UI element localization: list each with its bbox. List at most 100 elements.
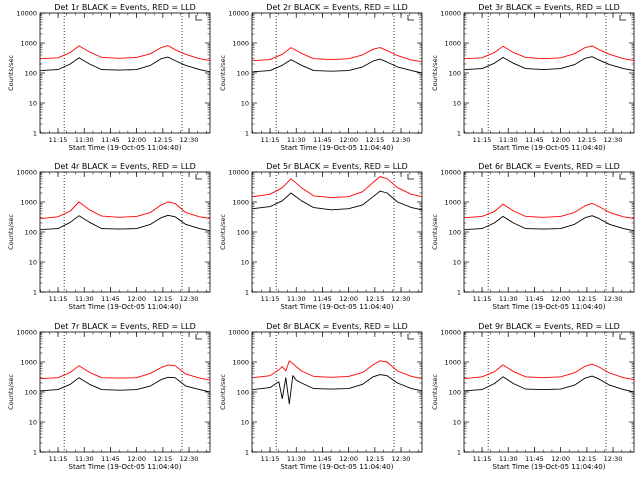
y-tick-label: 1 bbox=[457, 289, 461, 297]
legend-marker-icon bbox=[195, 15, 202, 21]
x-tick-label: 12:00 bbox=[339, 295, 358, 303]
x-tick-label: 11:15 bbox=[49, 455, 68, 463]
legend-marker-icon bbox=[407, 334, 414, 340]
y-tick-label: 1000 bbox=[20, 199, 37, 207]
x-tick-label: 11:45 bbox=[101, 136, 120, 144]
x-tick-label: 11:45 bbox=[313, 295, 332, 303]
x-tick-label: 12:30 bbox=[392, 455, 411, 463]
chart-title: Det 4r BLACK = Events, RED = LLD bbox=[54, 162, 196, 171]
y-tick-label: 10 bbox=[29, 419, 37, 427]
x-tick-label: 11:45 bbox=[525, 136, 544, 144]
series-line-black bbox=[40, 214, 211, 232]
chart-panel-9: Det 9r BLACK = Events, RED = LLD 1 10 100 10… bbox=[431, 322, 635, 471]
x-axis-label: Start Time (19-Oct-05 11:04:40) bbox=[493, 463, 606, 471]
x-tick-label: 12:00 bbox=[127, 295, 146, 303]
legend-marker-icon bbox=[195, 174, 202, 180]
x-tick-label: 12:00 bbox=[127, 136, 146, 144]
x-tick-label: 11:30 bbox=[499, 455, 518, 463]
x-tick-label: 11:15 bbox=[473, 455, 492, 463]
legend-marker-icon bbox=[195, 334, 202, 340]
y-tick-label: 1000 bbox=[20, 40, 37, 48]
chart-title: Det 8r BLACK = Events, RED = LLD bbox=[266, 322, 408, 331]
x-tick-label: 11:15 bbox=[49, 295, 68, 303]
series-line-red bbox=[40, 45, 211, 62]
x-tick-label: 11:45 bbox=[101, 295, 120, 303]
y-axis-label: Counts/sec bbox=[7, 55, 15, 91]
x-tick-label: 12:15 bbox=[153, 455, 172, 463]
x-tick-label: 11:30 bbox=[75, 295, 94, 303]
chart-panel-5: Det 5r BLACK = Events, RED = LLD 1 10 100 10… bbox=[219, 162, 423, 311]
x-tick-label: 11:30 bbox=[499, 295, 518, 303]
x-tick-label: 11:45 bbox=[101, 455, 120, 463]
x-tick-label: 12:15 bbox=[365, 136, 384, 144]
y-tick-label: 100 bbox=[25, 229, 37, 237]
x-tick-label: 11:15 bbox=[473, 295, 492, 303]
x-tick-label: 11:30 bbox=[75, 136, 94, 144]
x-tick-label: 11:15 bbox=[261, 136, 280, 144]
x-tick-label: 11:30 bbox=[287, 455, 306, 463]
x-tick-label: 12:30 bbox=[180, 136, 199, 144]
y-tick-label: 100 bbox=[449, 389, 461, 397]
x-axis-label: Start Time (19-Oct-05 11:04:40) bbox=[281, 463, 394, 471]
y-axis-label: Counts/sec bbox=[219, 214, 227, 250]
x-tick-label: 12:30 bbox=[604, 455, 623, 463]
chart-title: Det 9r BLACK = Events, RED = LLD bbox=[478, 322, 620, 331]
series-line-red bbox=[40, 364, 211, 381]
chart-panel-3: Det 3r BLACK = Events, RED = LLD 1 10 100 10… bbox=[431, 3, 635, 152]
legend-marker-icon bbox=[407, 15, 414, 21]
x-tick-label: 11:15 bbox=[473, 136, 492, 144]
x-axis-label: Start Time (19-Oct-05 11:04:40) bbox=[69, 144, 182, 152]
y-tick-label: 10 bbox=[241, 419, 249, 427]
x-tick-label: 11:30 bbox=[499, 136, 518, 144]
x-tick-label: 12:30 bbox=[392, 136, 411, 144]
series-line-red bbox=[464, 45, 635, 62]
x-tick-label: 12:15 bbox=[577, 295, 596, 303]
y-tick-label: 10000 bbox=[440, 329, 461, 337]
plot-frame bbox=[39, 171, 211, 293]
y-axis-label: Counts/sec bbox=[431, 55, 439, 91]
y-tick-label: 1000 bbox=[444, 359, 461, 367]
x-tick-label: 11:30 bbox=[287, 136, 306, 144]
x-tick-label: 12:15 bbox=[577, 136, 596, 144]
y-tick-label: 1000 bbox=[232, 199, 249, 207]
plot-frame bbox=[251, 331, 423, 453]
chart-panel-8: Det 8r BLACK = Events, RED = LLD 1 10 100 10… bbox=[219, 322, 423, 471]
x-tick-label: 12:15 bbox=[365, 455, 384, 463]
chart-panel-6: Det 6r BLACK = Events, RED = LLD 1 10 100 10… bbox=[431, 162, 635, 311]
series-line-red bbox=[464, 363, 635, 381]
x-tick-label: 12:30 bbox=[604, 136, 623, 144]
x-tick-label: 12:00 bbox=[551, 295, 570, 303]
y-tick-label: 100 bbox=[449, 70, 461, 78]
y-tick-label: 10000 bbox=[228, 169, 249, 177]
series-line-black bbox=[40, 56, 211, 73]
y-tick-label: 100 bbox=[449, 229, 461, 237]
legend-marker-icon bbox=[619, 334, 626, 340]
chart-title: Det 7r BLACK = Events, RED = LLD bbox=[54, 322, 196, 331]
y-tick-label: 1 bbox=[245, 130, 249, 138]
plot-frame bbox=[39, 331, 211, 453]
series-line-black bbox=[464, 56, 635, 72]
y-axis-label: Counts/sec bbox=[431, 374, 439, 410]
x-tick-label: 12:00 bbox=[339, 136, 358, 144]
series-line-red bbox=[252, 47, 423, 63]
x-tick-label: 11:45 bbox=[525, 455, 544, 463]
x-tick-label: 11:45 bbox=[525, 295, 544, 303]
legend-marker-icon bbox=[619, 15, 626, 21]
legend-marker-icon bbox=[407, 174, 414, 180]
y-tick-label: 10000 bbox=[228, 10, 249, 18]
x-axis-label: Start Time (19-Oct-05 11:04:40) bbox=[281, 303, 394, 311]
y-tick-label: 10 bbox=[29, 100, 37, 108]
y-tick-label: 10000 bbox=[16, 329, 37, 337]
y-tick-label: 10000 bbox=[440, 10, 461, 18]
y-tick-label: 10 bbox=[241, 100, 249, 108]
x-axis-label: Start Time (19-Oct-05 11:04:40) bbox=[69, 303, 182, 311]
x-tick-label: 12:00 bbox=[551, 455, 570, 463]
chart-panel-1: Det 1r BLACK = Events, RED = LLD 1 10 100 10… bbox=[7, 3, 211, 152]
chart-title: Det 2r BLACK = Events, RED = LLD bbox=[266, 3, 408, 12]
chart-title: Det 3r BLACK = Events, RED = LLD bbox=[478, 3, 620, 12]
y-tick-label: 10 bbox=[453, 259, 461, 267]
y-tick-label: 100 bbox=[25, 389, 37, 397]
x-axis-label: Start Time (19-Oct-05 11:04:40) bbox=[493, 144, 606, 152]
plot-frame bbox=[463, 12, 635, 134]
chart-panel-2: Det 2r BLACK = Events, RED = LLD 1 10 100 10… bbox=[219, 3, 423, 152]
